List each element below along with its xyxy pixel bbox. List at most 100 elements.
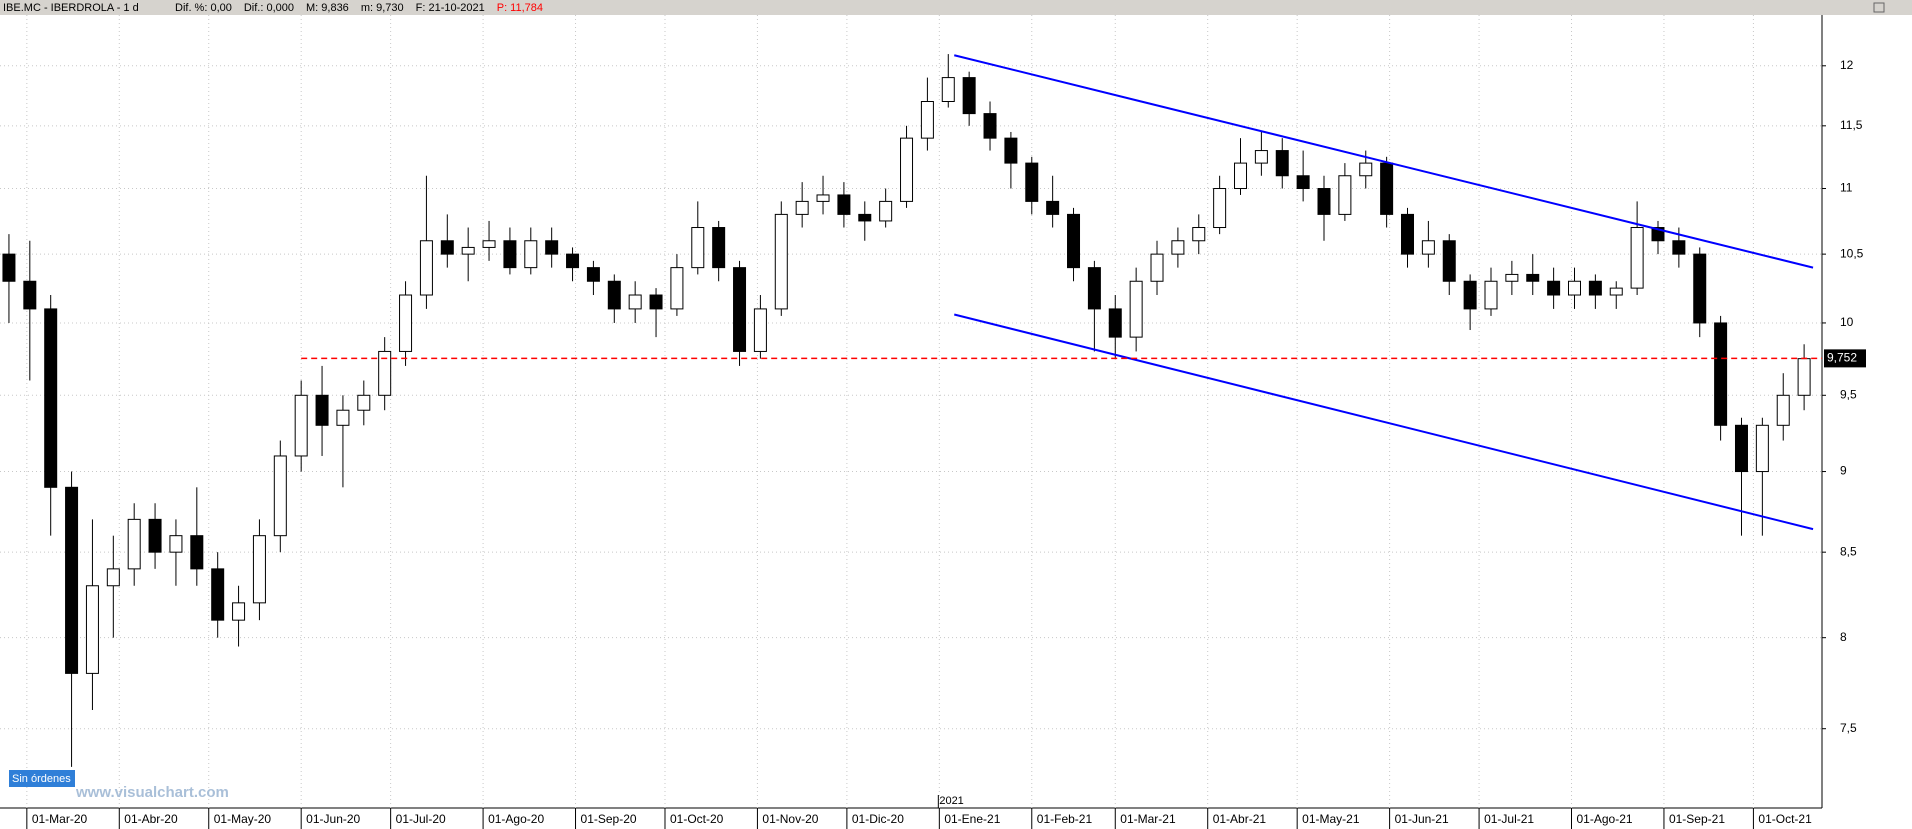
candle-body: [1380, 162, 1394, 215]
x-tick-label: 01-Jun-20: [306, 812, 360, 826]
price-tag: [1824, 349, 1866, 368]
candle-body: [378, 350, 392, 396]
x-tick-label: 01-Sep-20: [581, 812, 637, 826]
candle-body: [419, 240, 433, 296]
x-tick-label: 01-Oct-21: [1758, 812, 1812, 826]
candle-body: [399, 294, 413, 352]
candle-body: [1213, 188, 1227, 229]
candle-body: [1421, 240, 1435, 255]
y-tick-label: 12: [1840, 58, 1854, 72]
candle-body: [44, 308, 58, 488]
y-tick-label: 7,5: [1840, 721, 1857, 735]
candle-body: [566, 253, 580, 269]
candle-body: [649, 294, 663, 310]
candle-body: [858, 213, 872, 222]
candle-body: [628, 294, 642, 310]
candle-body: [670, 267, 684, 310]
x-tick-label: 01-Ene-21: [944, 812, 1000, 826]
candle-body: [336, 409, 350, 426]
candle-body: [1630, 227, 1644, 289]
candle-body: [85, 585, 99, 674]
candle-body: [1588, 280, 1602, 296]
x-tick-label: 01-Sep-21: [1669, 812, 1725, 826]
candle-body: [1672, 240, 1686, 255]
candle-body: [941, 77, 955, 103]
candle-body: [1108, 308, 1122, 338]
candle-body: [1087, 267, 1101, 310]
candle-body: [1171, 240, 1185, 255]
candle-body: [1463, 280, 1477, 310]
candle-body: [1693, 253, 1707, 324]
status-box: [9, 770, 75, 787]
candle-body: [127, 518, 141, 570]
candle-body: [774, 213, 788, 310]
candle-body: [503, 240, 517, 269]
candle-body: [23, 280, 37, 310]
candle-body: [545, 240, 559, 255]
x-tick-label: 01-Nov-20: [762, 812, 818, 826]
y-tick-label: 9,5: [1840, 387, 1857, 401]
candle-body: [1234, 162, 1248, 190]
candle-body: [1338, 175, 1352, 215]
candle-body: [733, 267, 747, 352]
trend-line: [953, 54, 1814, 269]
candle-body: [1526, 273, 1540, 282]
header-bar: [0, 0, 1912, 15]
candle-body: [837, 194, 851, 215]
candle-body: [1505, 273, 1519, 282]
year-label: 2021: [939, 795, 963, 807]
x-tick-label: 01-Jul-20: [396, 812, 446, 826]
trend-line: [953, 313, 1814, 531]
candle-body: [294, 394, 308, 457]
candle-body: [712, 227, 726, 269]
candle-body: [65, 486, 79, 674]
x-tick-label: 01-Mar-21: [1120, 812, 1176, 826]
y-axis-panel: [1822, 15, 1912, 829]
candle-body: [795, 200, 809, 215]
candle-body: [1129, 280, 1143, 338]
candle-body: [232, 602, 246, 621]
y-tick-label: 8: [1840, 630, 1847, 644]
y-tick-label: 10,5: [1840, 246, 1864, 260]
x-tick-label: 01-Dic-20: [852, 812, 904, 826]
watermark: www.visualchart.com: [75, 784, 229, 801]
x-tick-label: 01-Abr-20: [124, 812, 178, 826]
candle-body: [148, 518, 162, 553]
y-tick-label: 8,5: [1840, 544, 1857, 558]
x-tick-label: 01-Jun-21: [1395, 812, 1449, 826]
candle-body: [1004, 137, 1018, 164]
candle-body: [482, 240, 496, 248]
price-tag-label: 9,752: [1827, 351, 1857, 365]
x-tick-label: 01-Jul-21: [1484, 812, 1534, 826]
candle-body: [1254, 150, 1268, 164]
y-tick-label: 10: [1840, 315, 1854, 329]
candle-body: [607, 280, 621, 310]
candle-body: [524, 240, 538, 269]
candle-body: [1609, 287, 1623, 296]
candle-body: [1776, 394, 1790, 426]
candle-body: [1067, 213, 1081, 269]
candle-body: [1401, 213, 1415, 255]
candle-body: [962, 77, 976, 115]
candle-body: [1296, 175, 1310, 190]
window-button[interactable]: [1873, 2, 1885, 13]
candle-body: [273, 455, 287, 537]
candle-body: [586, 267, 600, 282]
candle-body: [211, 568, 225, 621]
candle-body: [1025, 162, 1039, 202]
x-tick-label: 01-Ago-21: [1577, 812, 1633, 826]
candle-body: [1442, 240, 1456, 282]
candle-body: [357, 394, 371, 411]
y-tick-label: 11: [1840, 181, 1853, 195]
candle-body: [1150, 253, 1164, 282]
candle-body: [983, 113, 997, 139]
candle-body: [106, 568, 120, 587]
status: Sin órdenes: [12, 773, 71, 785]
candle-body: [1484, 280, 1498, 310]
candle-body: [2, 253, 16, 282]
candle-body: [816, 194, 830, 202]
candle-body: [753, 308, 767, 352]
y-tick-label: 11,5: [1840, 118, 1863, 132]
candle-body: [315, 394, 329, 426]
